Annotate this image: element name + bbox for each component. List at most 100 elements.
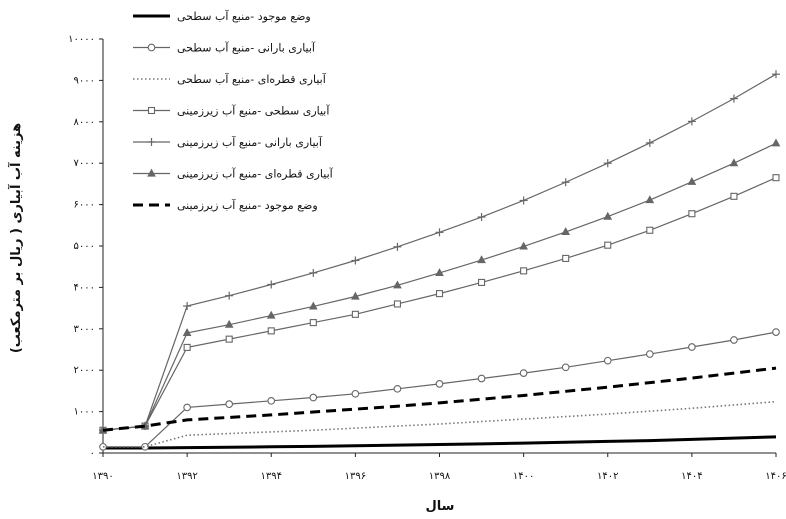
y-tick-label: ۰ bbox=[90, 448, 95, 459]
triangle-marker bbox=[393, 280, 402, 289]
circle-marker bbox=[147, 43, 156, 52]
triangle-marker bbox=[351, 291, 360, 300]
legend-item: آبیاری قطره‌ای -منبع آب سطحی bbox=[133, 72, 327, 86]
series-4 bbox=[99, 70, 780, 435]
chart-ticks: ۰ ۱۰۰۰ ۲۰۰۰ ۳۰۰۰ ۴۰۰۰ ۵۰۰۰ ۶۰۰۰ ۷۰۰۰ ۸۰۰۰ ۹۰۰۰ ۱۰۰… bbox=[68, 34, 786, 482]
chart-legend: وضع موجود -منبع آب سطحی آبیاری بارانی -من… bbox=[133, 9, 334, 212]
y-tick-label: ۱۰۰۰۰ bbox=[68, 34, 95, 45]
series-1 bbox=[99, 328, 780, 451]
y-tick-label: ۱۰۰۰ bbox=[74, 407, 95, 418]
circle-marker bbox=[309, 393, 318, 402]
legend-item: وضع موجود -منبع آب سطحی bbox=[133, 9, 311, 23]
triangle-marker bbox=[771, 138, 781, 147]
x-tick-label: ۱۴۰۴ bbox=[681, 471, 702, 482]
circle-marker bbox=[477, 374, 486, 383]
y-tick-label: ۵۰۰۰ bbox=[74, 241, 95, 252]
legend-label: آبیاری سطحی -منبع آب زیرزمینی bbox=[177, 104, 330, 118]
y-tick-label: ۳۰۰۰ bbox=[74, 324, 95, 335]
triangle-marker bbox=[729, 158, 739, 167]
square-marker bbox=[393, 300, 401, 308]
legend-item: وضع موجود -منبع آب زیرزمینی bbox=[133, 198, 318, 212]
series-line bbox=[102, 366, 777, 432]
series-5 bbox=[98, 138, 781, 434]
circle-marker bbox=[561, 363, 570, 372]
x-tick-label: ۱۳۹۸ bbox=[429, 471, 451, 482]
chart-series bbox=[98, 70, 781, 451]
square-marker bbox=[478, 278, 486, 286]
chart-axes: هزینه آب آبیاری ( ریال بر مترمکعب) سال bbox=[7, 39, 776, 514]
square-marker bbox=[435, 290, 444, 298]
triangle-marker bbox=[224, 319, 234, 328]
legend-item: آبیاری بارانی -منبع آب سطحی bbox=[133, 41, 316, 55]
triangle-marker bbox=[147, 168, 156, 177]
x-tick-label: ۱۳۹۶ bbox=[345, 471, 366, 482]
square-marker bbox=[351, 310, 359, 318]
x-tick-label: ۱۳۹۴ bbox=[261, 471, 282, 482]
x-tick-label: ۱۳۹۲ bbox=[176, 471, 197, 482]
legend-label: وضع موجود -منبع آب سطحی bbox=[177, 9, 311, 23]
square-marker bbox=[520, 267, 528, 275]
y-tick-label: ۷۰۰۰ bbox=[74, 158, 95, 169]
circle-marker bbox=[772, 328, 780, 336]
circle-marker bbox=[183, 403, 191, 412]
triangle-marker bbox=[645, 195, 655, 204]
square-marker bbox=[183, 343, 191, 351]
series-line bbox=[102, 73, 777, 431]
circle-marker bbox=[393, 384, 402, 393]
triangle-marker bbox=[687, 176, 697, 185]
legend-label: وضع موجود -منبع آب زیرزمینی bbox=[177, 198, 318, 212]
series-3 bbox=[99, 174, 780, 434]
legend-item: آبیاری بارانی -منبع آب زیرزمینی bbox=[133, 135, 323, 149]
legend-item: آبیاری سطحی -منبع آب زیرزمینی bbox=[133, 104, 330, 118]
legend-label: آبیاری بارانی -منبع آب سطحی bbox=[177, 41, 316, 55]
circle-marker bbox=[435, 380, 444, 388]
x-tick-label: ۱۴۰۲ bbox=[597, 471, 618, 482]
series-line bbox=[102, 177, 777, 431]
y-tick-label: ۲۰۰۰ bbox=[74, 365, 95, 376]
square-marker bbox=[225, 335, 233, 343]
square-marker bbox=[772, 174, 780, 182]
x-tick-label: ۱۴۰۶ bbox=[765, 471, 786, 482]
legend-label: آبیاری بارانی -منبع آب زیرزمینی bbox=[177, 135, 323, 149]
circle-marker bbox=[267, 396, 276, 405]
square-marker bbox=[688, 210, 696, 218]
triangle-marker bbox=[519, 241, 528, 250]
y-tick-label: ۹۰۰۰ bbox=[74, 75, 95, 86]
circle-marker bbox=[730, 336, 738, 344]
square-marker bbox=[309, 319, 317, 327]
y-tick-label: ۸۰۰۰ bbox=[74, 117, 95, 128]
x-axis-title: سال bbox=[426, 499, 455, 514]
circle-marker bbox=[603, 356, 612, 365]
square-marker bbox=[604, 241, 612, 249]
circle-marker bbox=[141, 442, 149, 451]
triangle-marker bbox=[182, 328, 192, 337]
triangle-marker bbox=[308, 301, 318, 310]
square-marker bbox=[147, 106, 156, 115]
legend-item: آبیاری قطره‌ای -منبع آب زیرزمینی bbox=[133, 167, 334, 181]
circle-marker bbox=[645, 350, 654, 358]
circle-marker bbox=[519, 369, 528, 377]
square-marker bbox=[646, 226, 654, 234]
circle-marker bbox=[688, 343, 696, 351]
legend-label: آبیاری قطره‌ای -منبع آب زیرزمینی bbox=[177, 167, 334, 181]
series-line bbox=[103, 331, 777, 448]
series-6 bbox=[102, 366, 777, 432]
y-axis-title: هزینه آب آبیاری ( ریال بر مترمکعب) bbox=[7, 123, 24, 353]
square-marker bbox=[730, 192, 738, 200]
circle-marker bbox=[351, 389, 360, 398]
square-marker bbox=[562, 254, 570, 262]
y-tick-label: ۴۰۰۰ bbox=[74, 282, 95, 293]
triangle-marker bbox=[435, 268, 444, 277]
x-tick-label: ۱۴۰۰ bbox=[513, 471, 534, 482]
series-0 bbox=[103, 435, 777, 450]
legend-label: آبیاری قطره‌ای -منبع آب سطحی bbox=[177, 72, 327, 86]
y-tick-label: ۶۰۰۰ bbox=[74, 200, 95, 211]
triangle-marker bbox=[603, 211, 613, 220]
triangle-marker bbox=[561, 227, 571, 236]
circle-marker bbox=[225, 400, 234, 408]
triangle-marker bbox=[266, 310, 276, 319]
triangle-marker bbox=[477, 255, 486, 264]
square-marker bbox=[267, 327, 275, 335]
series-line bbox=[103, 435, 777, 450]
